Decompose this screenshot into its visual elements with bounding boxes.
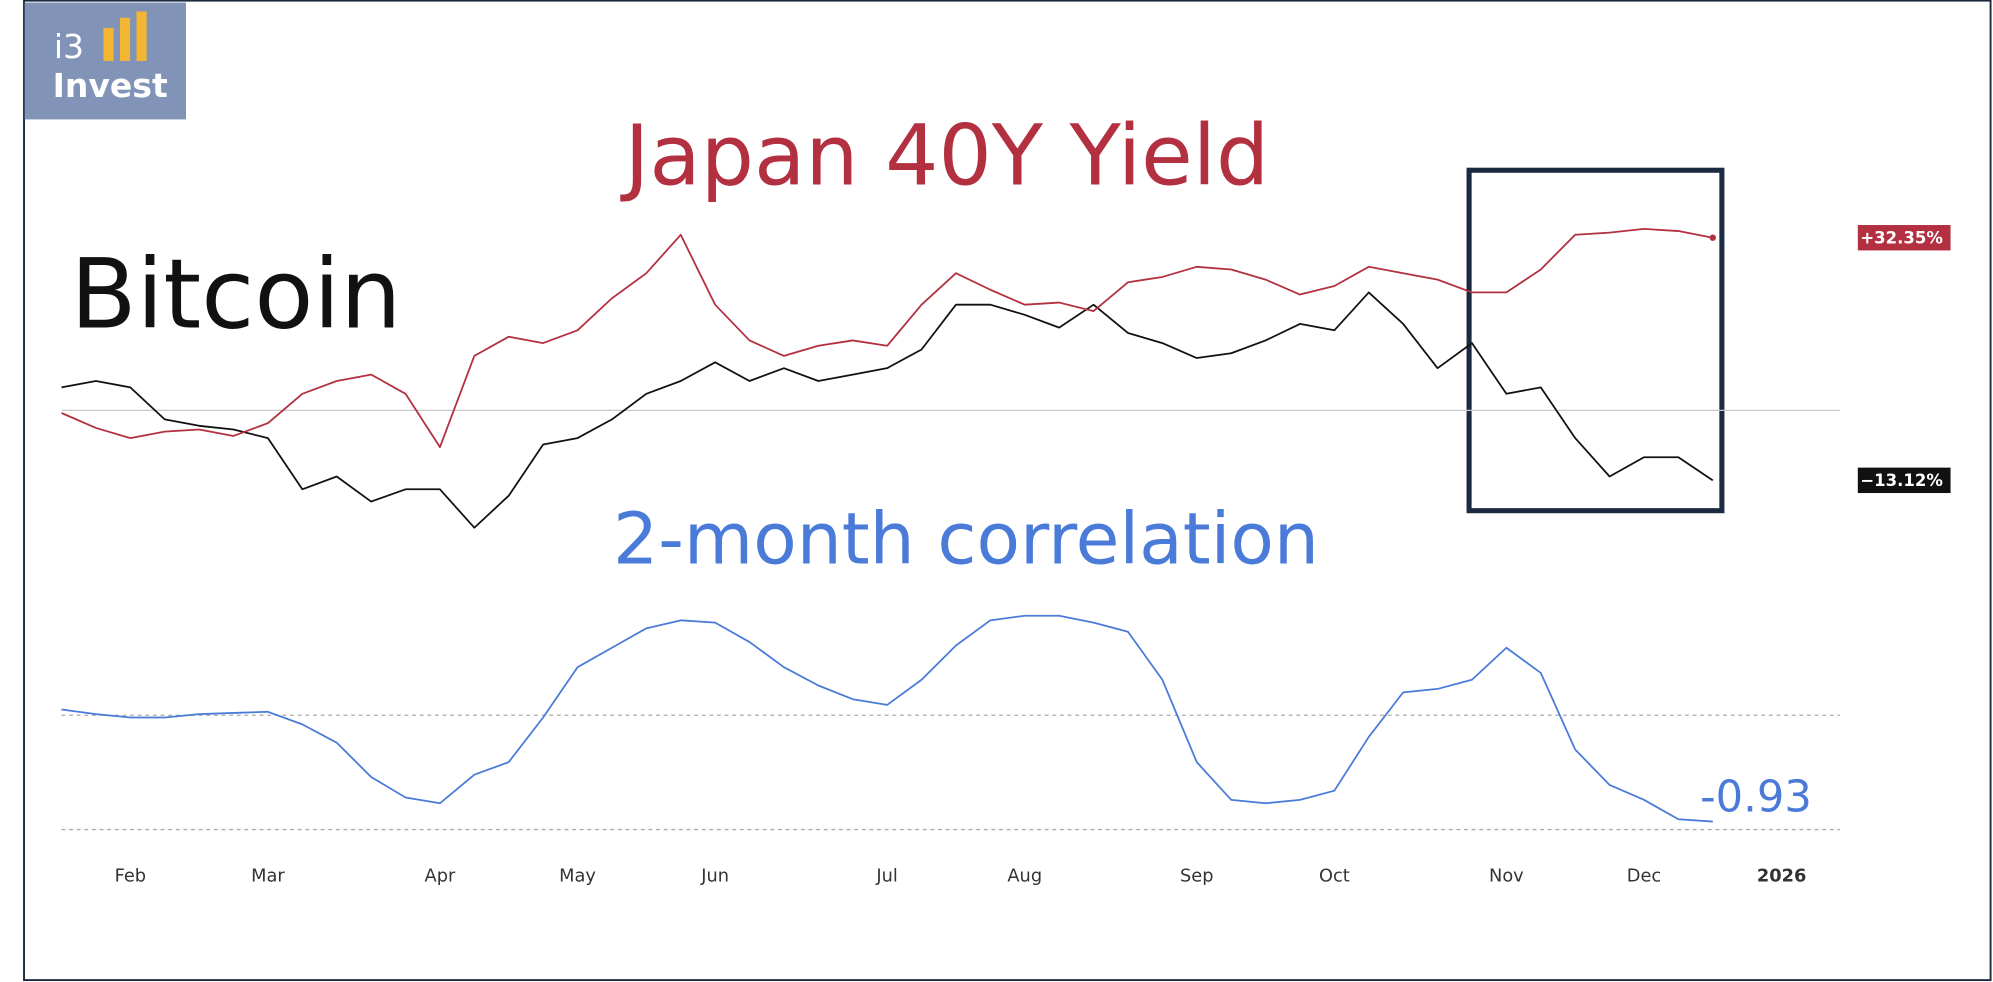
x-tick-label: Sep	[1180, 866, 1213, 887]
series-name: Japan 40Y Yield	[620, 106, 1270, 204]
x-tick-label: Oct	[1319, 866, 1350, 887]
logo-bar	[103, 27, 114, 61]
x-tick-label: Apr	[425, 866, 456, 887]
series-line	[61, 291, 1714, 529]
end-label: −13.12%	[1860, 471, 1943, 490]
x-tick-label: Jun	[700, 866, 729, 887]
x-tick-label: Mar	[251, 866, 285, 887]
end-point	[1709, 234, 1716, 241]
frame	[23, 0, 1992, 982]
end-label: +32.35%	[1860, 228, 1943, 247]
x-tick-label: Aug	[1007, 866, 1042, 887]
logo-text: Invest	[53, 66, 168, 105]
series-name: 2-month correlation	[613, 497, 1319, 580]
x-tick-label: Dec	[1627, 866, 1661, 887]
highlight-box	[1466, 167, 1725, 514]
x-tick-label: Feb	[115, 866, 146, 887]
end-label: -0.93	[1700, 772, 1812, 822]
logo-bar	[136, 11, 147, 61]
series-name: Bitcoin	[70, 237, 401, 350]
x-tick-label: May	[559, 866, 596, 887]
logo: i3 Invest	[24, 2, 187, 120]
end-label-box	[1857, 467, 1951, 494]
end-label-box	[1857, 225, 1951, 251]
x-tick-label: 2026	[1757, 866, 1806, 887]
series-line	[61, 228, 1713, 449]
series-line	[61, 614, 1713, 823]
logo-text: i3	[54, 27, 84, 66]
x-tick-label: Nov	[1489, 866, 1524, 887]
logo-bar	[119, 17, 131, 61]
x-tick-label: Jul	[875, 866, 897, 887]
